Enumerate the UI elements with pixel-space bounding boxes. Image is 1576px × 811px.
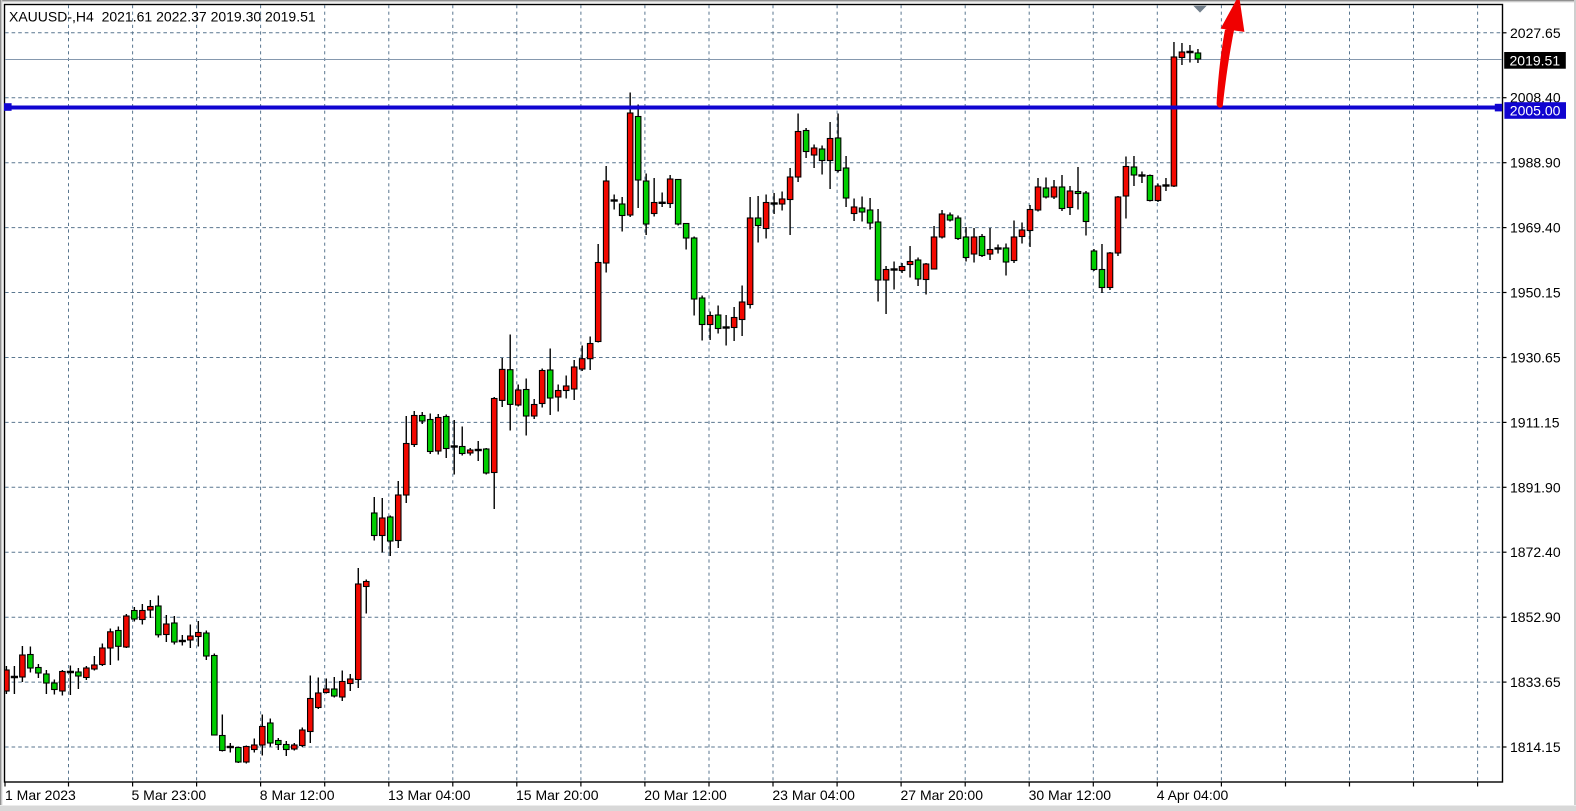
svg-text:1969.40: 1969.40 (1510, 220, 1561, 236)
svg-text:2008.40: 2008.40 (1510, 90, 1561, 106)
svg-text:1911.15: 1911.15 (1510, 414, 1560, 430)
svg-text:2027.65: 2027.65 (1510, 25, 1561, 41)
svg-text:1 Mar 2023: 1 Mar 2023 (5, 787, 76, 803)
svg-text:1852.90: 1852.90 (1510, 609, 1561, 625)
svg-text:27 Mar 20:00: 27 Mar 20:00 (901, 787, 984, 803)
svg-text:15 Mar 20:00: 15 Mar 20:00 (516, 787, 599, 803)
svg-text:23 Mar 04:00: 23 Mar 04:00 (772, 787, 855, 803)
svg-text:5 Mar 23:00: 5 Mar 23:00 (132, 787, 207, 803)
svg-text:13 Mar 04:00: 13 Mar 04:00 (388, 787, 471, 803)
svg-text:1950.15: 1950.15 (1510, 285, 1561, 301)
svg-text:1891.90: 1891.90 (1510, 479, 1561, 495)
svg-text:1814.15: 1814.15 (1510, 739, 1561, 755)
svg-text:1872.40: 1872.40 (1510, 544, 1561, 560)
svg-text:2005.00: 2005.00 (1510, 102, 1561, 118)
svg-text:4 Apr 04:00: 4 Apr 04:00 (1157, 787, 1229, 803)
svg-text:XAUUSD-,H4 2021.61 2022.37 20: XAUUSD-,H4 2021.61 2022.37 2019.30 2019.… (9, 9, 316, 25)
svg-text:30 Mar 12:00: 30 Mar 12:00 (1029, 787, 1112, 803)
svg-text:20 Mar 12:00: 20 Mar 12:00 (644, 787, 727, 803)
svg-text:1988.90: 1988.90 (1510, 155, 1561, 171)
svg-text:8 Mar 12:00: 8 Mar 12:00 (260, 787, 335, 803)
svg-text:1930.65: 1930.65 (1510, 350, 1561, 366)
svg-text:2019.51: 2019.51 (1510, 52, 1561, 68)
svg-text:1833.65: 1833.65 (1510, 674, 1561, 690)
